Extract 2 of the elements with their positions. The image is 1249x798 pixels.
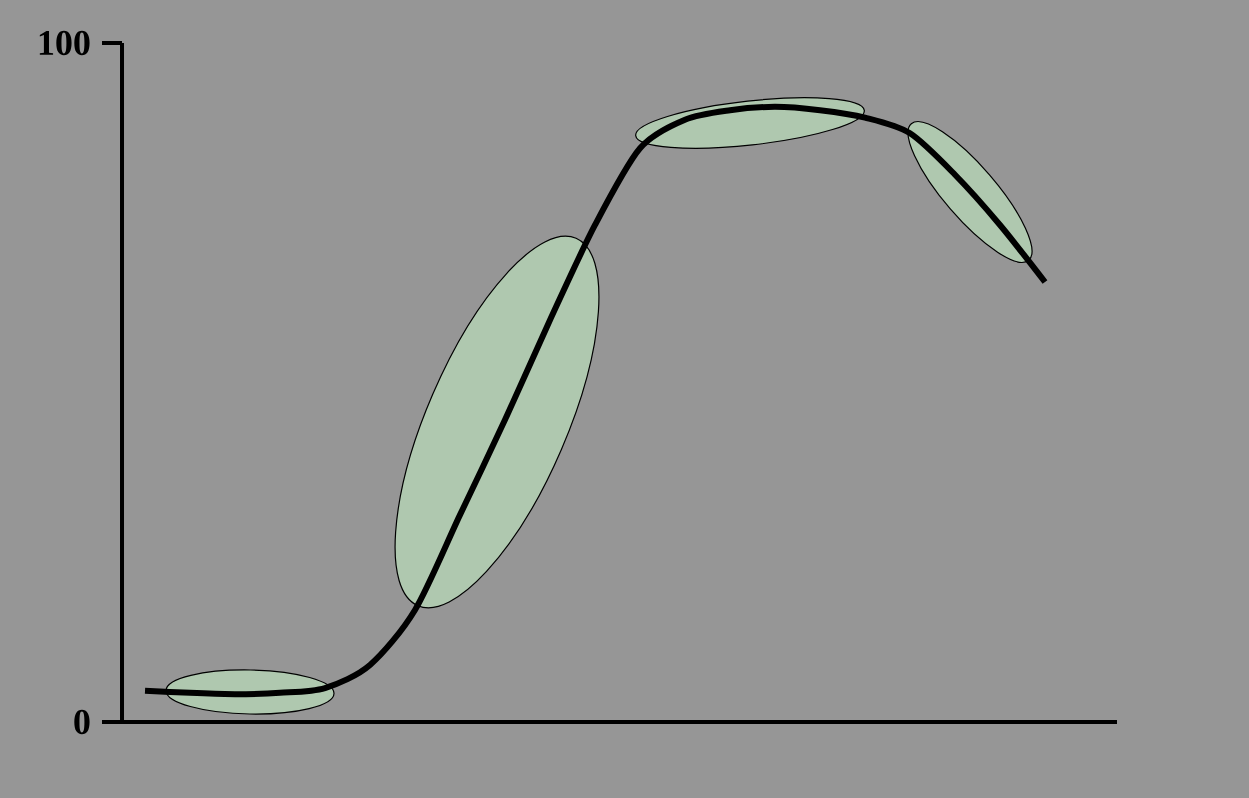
- y-tick-label: 100: [39, 30, 90, 56]
- y-tick-label: 0: [74, 709, 90, 735]
